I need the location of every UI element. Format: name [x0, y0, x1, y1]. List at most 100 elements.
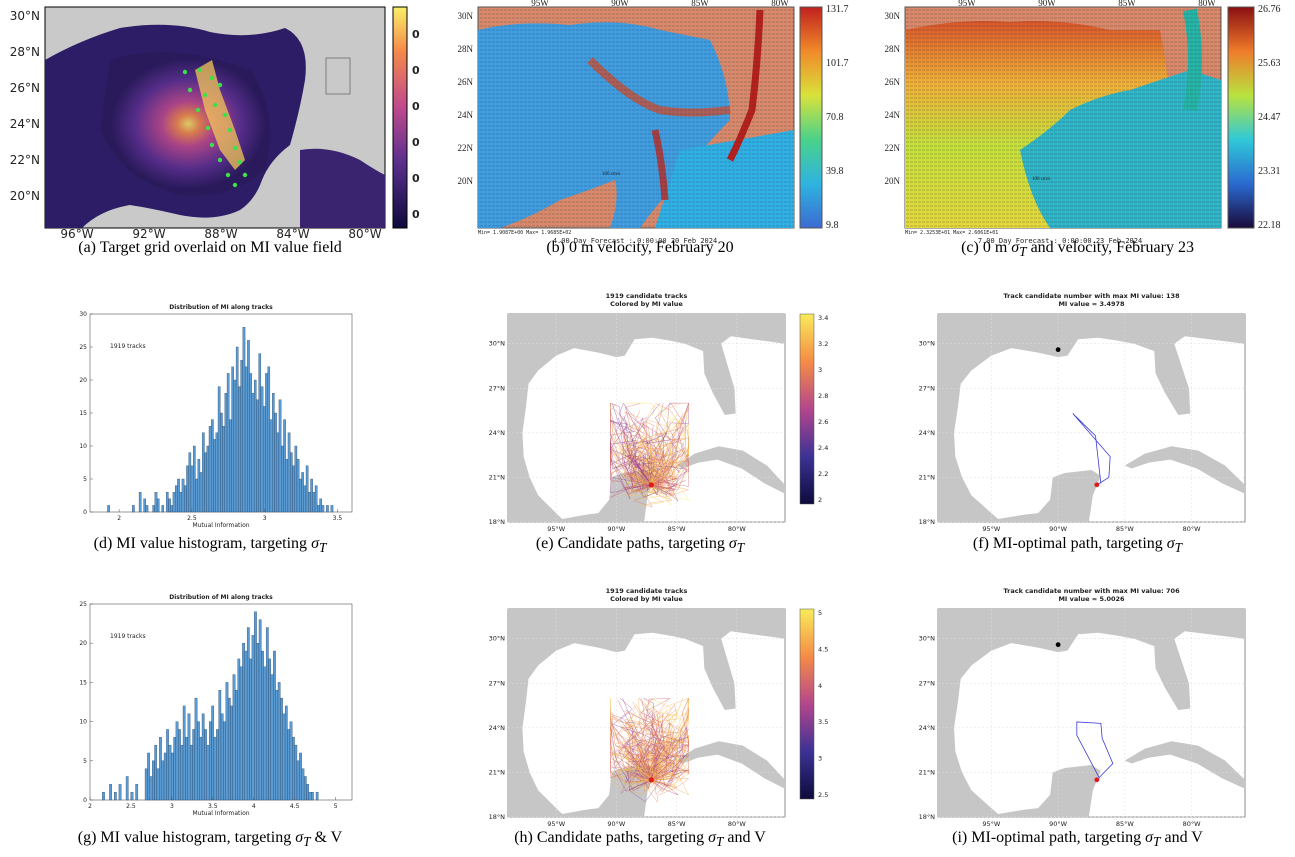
colorbar-tick-label: 0.1: [412, 28, 420, 41]
caption-d: (d) MI value histogram, targeting σT: [93, 535, 327, 556]
histogram-bar: [163, 752, 167, 801]
histogram-bar: [186, 465, 189, 513]
histogram-bar: [251, 635, 255, 801]
target-grid-point: [209, 75, 215, 81]
candidate-track: [625, 701, 675, 781]
candidate-track: [609, 421, 652, 485]
histogram-bar: [275, 690, 279, 801]
colorbar-tick-label: 9.8: [826, 220, 839, 231]
candidate-track: [651, 411, 679, 485]
land-mass: [508, 314, 785, 522]
x-tick-label: 5: [334, 803, 338, 810]
candidate-track: [651, 706, 689, 786]
histogram-bar: [168, 744, 172, 801]
x-tick-label: 2: [117, 515, 121, 522]
target-grid-point: [217, 157, 223, 163]
histogram-bar: [287, 729, 291, 801]
candidate-track: [621, 767, 661, 781]
candidate-track: [610, 745, 652, 781]
histogram-bar: [125, 776, 129, 801]
y-tick-label: 10: [79, 443, 87, 450]
candidate-track: [610, 403, 652, 485]
caption-h: (h) Candidate paths, targeting σT and V: [514, 829, 766, 850]
candidate-track: [640, 705, 675, 780]
panel-e-candidate-map: 1919 candidate tracks Colored by MI value…: [470, 290, 840, 535]
colorbar-tick-label: 0: [412, 208, 420, 221]
candidate-track: [613, 425, 652, 486]
lat-tick-label: 21°N: [489, 473, 506, 481]
histogram-bar: [190, 465, 194, 513]
lon-tick-label: 85°W: [1116, 820, 1135, 828]
histogram-bar: [289, 721, 293, 801]
colorbar-tick-label: 3.5: [818, 718, 828, 726]
histogram-bar: [201, 713, 205, 801]
lat-tick-label: 30°N: [919, 635, 936, 643]
map-title: 1919 candidate tracks: [606, 587, 688, 595]
lat-tick-label: 26N: [885, 77, 901, 87]
target-grid-point: [205, 125, 211, 131]
y-tick-label: 15: [79, 410, 87, 417]
lon-tick-label: 90°W: [607, 525, 626, 533]
colorbar: [799, 608, 815, 800]
histogram-bar: [175, 485, 178, 513]
histogram-bar: [223, 721, 226, 801]
histogram-bar: [230, 705, 234, 801]
x-tick-label: 4.5: [290, 803, 300, 810]
lat-tick-label: 24°N: [919, 724, 936, 732]
lon-tick-label: 95°W: [547, 525, 566, 533]
candidate-track: [651, 715, 689, 780]
candidate-track: [651, 751, 689, 781]
caption-f: (f) MI-optimal path, targeting σT: [972, 535, 1183, 556]
histogram-bar: [220, 412, 223, 513]
candidate-track: [646, 459, 669, 485]
y-tick-label: 0: [83, 509, 87, 516]
candidate-track: [609, 718, 652, 780]
histogram-bar: [182, 705, 186, 801]
lon-tick-label: 85°W: [668, 820, 687, 828]
cuba-land: [676, 741, 785, 789]
lon-tick-label: 95W: [531, 0, 549, 8]
lat-tick-label: 27°N: [489, 679, 506, 687]
colorbar: [1227, 6, 1255, 229]
lon-tick-label: 95W: [958, 0, 976, 8]
lon-tick-label: 90W: [1038, 0, 1056, 8]
lat-tick-label: 20N: [458, 176, 474, 186]
candidate-track: [651, 736, 689, 787]
histogram-bar: [299, 752, 302, 801]
candidate-track: [639, 711, 665, 780]
land-mass: [938, 609, 1245, 817]
start-point-marker: [648, 482, 654, 488]
histogram-bar: [144, 768, 148, 801]
candidate-track: [651, 402, 678, 486]
x-tick-label: 4: [252, 803, 256, 810]
target-grid-point: [212, 102, 218, 108]
lon-tick-label: 80°W: [1183, 820, 1202, 828]
histogram-bar: [283, 419, 286, 513]
y-tick-label: 5: [83, 758, 87, 765]
y-tick-label: 5: [83, 476, 87, 483]
candidate-track: [651, 474, 676, 492]
histogram-bar: [233, 379, 237, 513]
histogram-bar: [308, 492, 311, 513]
histogram-bar: [132, 505, 135, 513]
target-grid-point: [197, 67, 203, 73]
colorbar-tick-label: 2: [818, 496, 822, 504]
histogram-bar: [197, 459, 201, 513]
histogram-bar: [249, 658, 253, 801]
velocity-scale-label: 100 cm/s: [1032, 177, 1050, 182]
panel-f-optimal-map: Track candidate number with max MI value…: [900, 290, 1270, 535]
histogram-chart: Distribution of MI along tracks 0 5 10 15 20 2…: [79, 304, 353, 529]
candidate-track: [638, 462, 660, 486]
colorbar-tick-label: 70.8: [826, 112, 844, 123]
candidate-track: [623, 432, 652, 485]
histogram-bar: [199, 737, 203, 801]
candidate-track: [651, 428, 673, 496]
histogram-bar: [226, 373, 230, 513]
histogram-bar: [235, 690, 238, 801]
histogram-bar: [326, 505, 329, 513]
start-point-marker: [1094, 777, 1100, 783]
candidate-track: [651, 698, 689, 781]
histogram-bar: [156, 498, 160, 513]
histogram-bar: [173, 737, 177, 801]
